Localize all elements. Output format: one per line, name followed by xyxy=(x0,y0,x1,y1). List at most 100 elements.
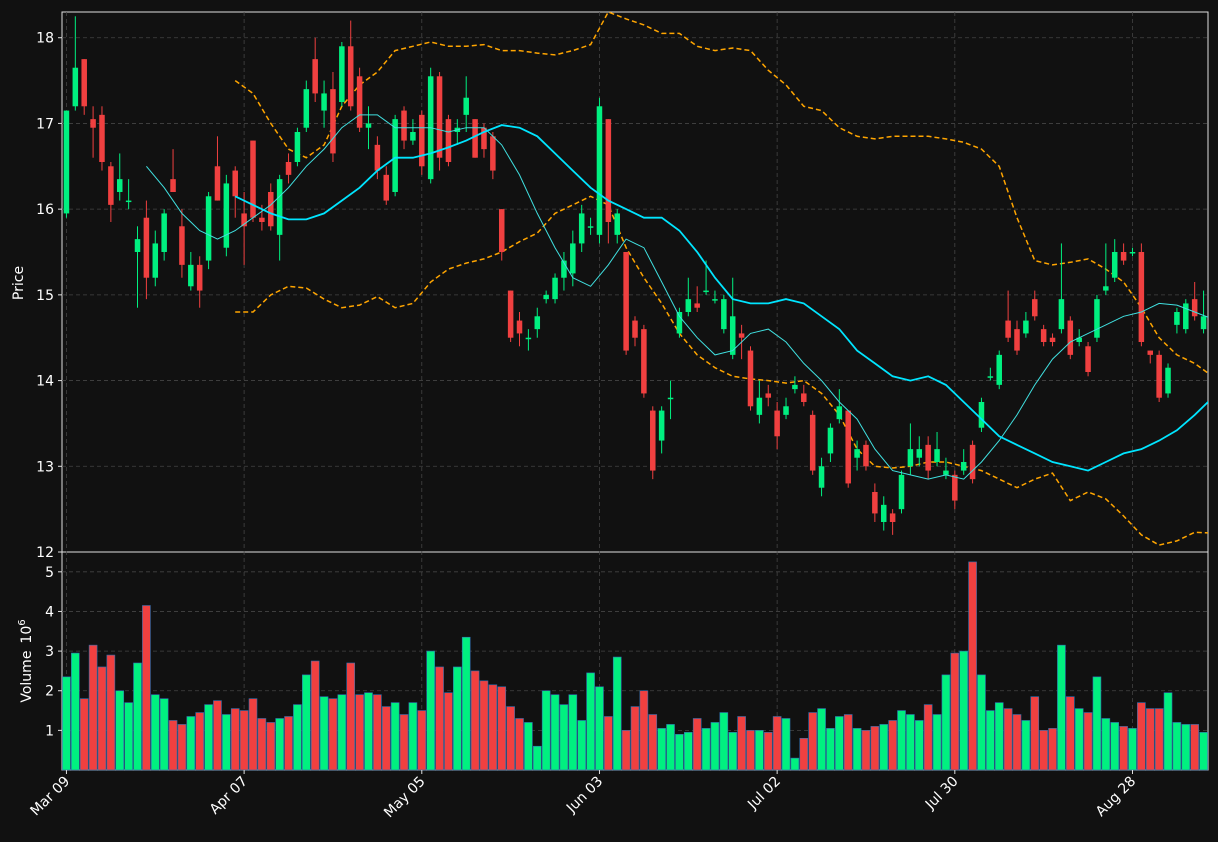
volume-bar xyxy=(1110,722,1120,771)
volume-bar xyxy=(426,650,435,771)
volume-bar xyxy=(71,652,80,771)
volume-bar xyxy=(630,706,640,771)
candle-body xyxy=(1183,303,1189,330)
candle-body xyxy=(570,243,576,274)
volume-bar xyxy=(550,694,560,771)
price-tick-label: 13 xyxy=(36,459,54,475)
volume-bar xyxy=(373,694,382,771)
volume-bar xyxy=(97,666,107,771)
volume-bar xyxy=(1021,720,1031,771)
candle-body xyxy=(116,179,123,192)
volume-bar xyxy=(79,698,89,771)
volume-bar xyxy=(381,706,391,771)
candle-body xyxy=(1147,350,1154,355)
candle-body xyxy=(783,406,789,415)
candle-body xyxy=(978,402,985,428)
volume-bar xyxy=(293,704,302,771)
candle-body xyxy=(330,89,336,154)
volume-tick-label: 3 xyxy=(45,644,54,660)
candle-body xyxy=(1032,299,1038,317)
candle-body xyxy=(916,449,923,458)
candle-body xyxy=(188,264,194,287)
candle-body xyxy=(596,106,603,235)
candle-body xyxy=(179,226,185,265)
candle-body xyxy=(729,316,736,355)
volume-bar xyxy=(1057,644,1066,771)
volume-bar xyxy=(222,714,231,771)
volume-bar xyxy=(88,644,98,771)
volume-bar xyxy=(1101,718,1111,771)
volume-bar xyxy=(150,694,160,771)
volume-bar xyxy=(612,656,622,771)
volume-bar xyxy=(364,692,373,771)
candle-body xyxy=(676,312,683,334)
candle-body xyxy=(72,67,79,107)
volume-bar xyxy=(648,714,658,771)
volume-bar xyxy=(488,684,498,771)
volume-bar xyxy=(604,716,613,771)
volume-bar xyxy=(586,672,595,771)
candle-body xyxy=(445,119,452,162)
volume-bar xyxy=(266,722,276,771)
volume-bar xyxy=(142,605,151,771)
candle-body xyxy=(1005,320,1011,338)
volume-bar xyxy=(808,712,817,771)
candle-body xyxy=(205,196,212,261)
candle-body xyxy=(632,320,638,338)
candle-body xyxy=(578,213,585,244)
volume-bar xyxy=(639,690,649,771)
volume-bar xyxy=(248,698,258,771)
candle-body xyxy=(1129,252,1136,254)
volume-bar xyxy=(1083,712,1093,771)
volume-bar xyxy=(1030,696,1040,771)
volume-bar xyxy=(328,698,338,771)
candle-body xyxy=(854,449,860,458)
volume-bar xyxy=(870,726,880,771)
volume-bar xyxy=(888,720,897,771)
volume-bar xyxy=(524,722,533,771)
candle-body xyxy=(996,354,1002,385)
candle-body xyxy=(152,243,159,278)
volume-bar xyxy=(195,712,204,771)
candle-body xyxy=(232,170,238,197)
candle-body xyxy=(889,513,896,522)
candle-body xyxy=(685,299,692,312)
volume-bar xyxy=(710,722,720,771)
volume-bar xyxy=(843,714,853,771)
volume-bar xyxy=(541,690,551,771)
candle-body xyxy=(250,140,256,218)
volume-bars xyxy=(62,561,1208,771)
candle-body xyxy=(960,462,967,471)
volume-bar xyxy=(977,674,986,771)
volume-bar xyxy=(568,694,578,771)
volume-bar xyxy=(994,702,1004,771)
candle-body xyxy=(472,119,478,158)
moving-averages xyxy=(146,114,1208,480)
candle-body xyxy=(383,174,390,201)
volume-bar xyxy=(932,714,942,771)
candle-body xyxy=(1085,346,1091,372)
volume-label-pow: 6 xyxy=(17,619,28,625)
candle-body xyxy=(161,213,167,252)
candle-body xyxy=(392,119,398,192)
candle-body xyxy=(1103,286,1109,291)
volume-bar xyxy=(515,718,524,771)
volume-bar xyxy=(1066,696,1075,771)
candle-body xyxy=(410,132,416,141)
candle-body xyxy=(827,427,834,454)
candle-body xyxy=(347,46,354,107)
candle-body xyxy=(374,144,381,171)
price-tick-label: 18 xyxy=(36,31,54,47)
volume-bar xyxy=(701,728,711,771)
bollinger-upper-line xyxy=(234,12,1208,375)
candle-body xyxy=(81,59,87,107)
bollinger-lower-line xyxy=(235,195,1208,546)
volume-bar xyxy=(230,708,240,771)
volume-tick-label: 2 xyxy=(45,684,54,700)
candle-body xyxy=(952,474,958,501)
candle-body xyxy=(774,410,780,437)
volume-bar xyxy=(461,636,471,771)
candle-body xyxy=(658,410,665,441)
candle-body xyxy=(552,277,558,300)
